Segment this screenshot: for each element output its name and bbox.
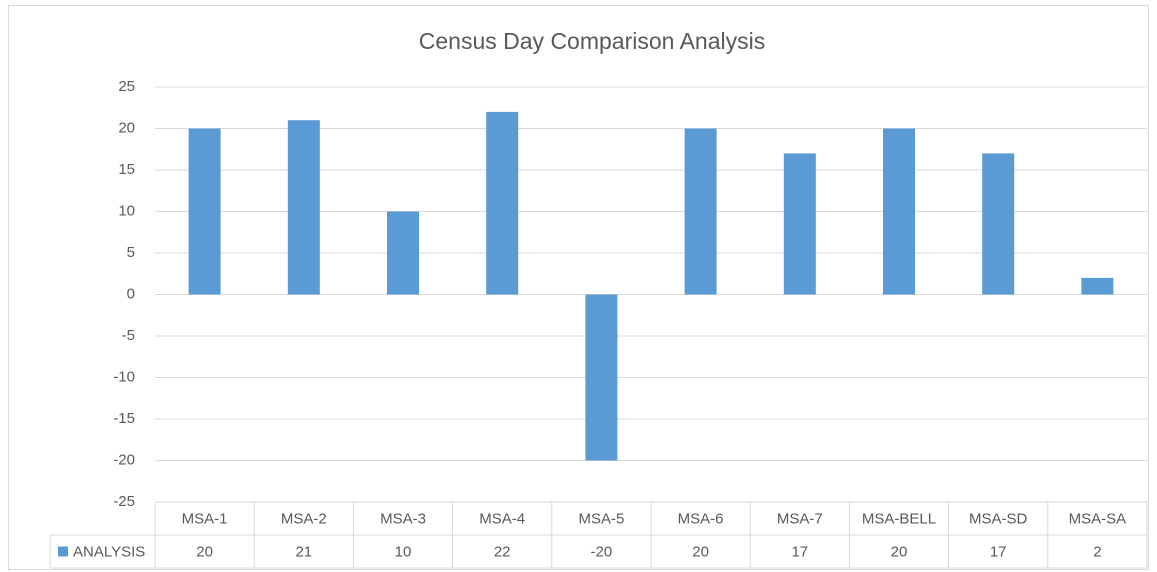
y-tick-label: -15: [113, 410, 135, 427]
table-value: 20: [692, 543, 709, 560]
bar: [188, 128, 221, 295]
x-tick-label: MSA-BELL: [862, 510, 936, 527]
y-tick-label: -25: [113, 493, 135, 510]
chart-title: Census Day Comparison Analysis: [419, 28, 765, 54]
y-tick-label: 15: [118, 161, 135, 178]
table-value: -20: [591, 543, 613, 560]
table-value: 21: [295, 543, 312, 560]
table-value: 17: [990, 543, 1007, 560]
bar: [387, 211, 419, 295]
legend-label: ANALYSIS: [73, 543, 145, 560]
x-tick-label: MSA-3: [380, 510, 426, 527]
x-tick-label: MSA-1: [182, 510, 228, 527]
x-tick-label: MSA-5: [578, 510, 624, 527]
y-tick-label: -20: [113, 451, 135, 468]
bar: [585, 294, 618, 461]
y-tick-label: -5: [122, 327, 135, 344]
y-tick-label: 10: [118, 202, 135, 219]
chart-border: [8, 5, 1149, 570]
y-tick-label: 20: [118, 119, 135, 136]
bar: [486, 111, 519, 295]
bar: [684, 128, 717, 295]
table-value: 20: [196, 543, 213, 560]
x-tick-label: MSA-2: [281, 510, 327, 527]
y-tick-label: 25: [118, 78, 135, 95]
bar: [287, 120, 320, 295]
table-value: 20: [891, 543, 908, 560]
table-value: 2: [1093, 543, 1101, 560]
y-tick-label: 0: [127, 285, 135, 302]
bar: [982, 153, 1015, 295]
table-value: 10: [395, 543, 412, 560]
table-value: 17: [791, 543, 808, 560]
x-tick-label: MSA-7: [777, 510, 823, 527]
bar: [783, 153, 816, 295]
x-tick-label: MSA-4: [479, 510, 525, 527]
legend-key: [58, 546, 68, 557]
y-tick-label: -10: [113, 368, 135, 385]
x-tick-label: MSA-SD: [969, 510, 1028, 527]
x-tick-label: MSA-SA: [1069, 510, 1127, 527]
y-tick-label: 5: [127, 244, 135, 261]
bar: [883, 128, 915, 295]
table-value: 22: [494, 543, 511, 560]
bar: [1081, 277, 1114, 295]
x-tick-label: MSA-6: [678, 510, 724, 527]
